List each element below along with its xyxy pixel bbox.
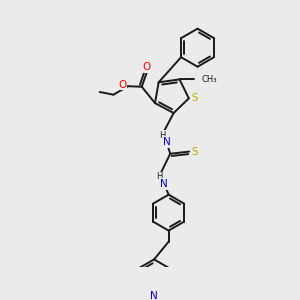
Text: S: S: [192, 147, 198, 157]
Text: S: S: [191, 93, 198, 103]
Text: N: N: [160, 179, 168, 189]
Text: H: H: [159, 131, 166, 140]
Text: O: O: [142, 62, 151, 72]
Text: N: N: [163, 137, 171, 147]
Text: CH₃: CH₃: [202, 75, 217, 84]
Text: H: H: [156, 172, 162, 182]
Text: N: N: [150, 291, 158, 300]
Text: O: O: [118, 80, 126, 90]
